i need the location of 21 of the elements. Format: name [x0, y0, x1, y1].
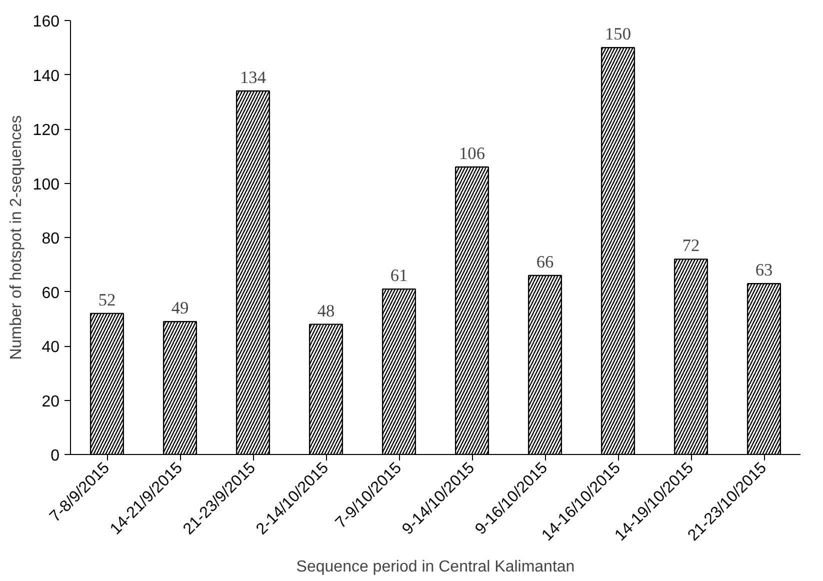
data-label: 48	[317, 301, 335, 320]
data-label: 134	[240, 68, 266, 88]
y-tick-label: 0	[50, 448, 60, 464]
data-label: 66	[536, 252, 554, 272]
y-axis-title: Number of hotspot in 2-sequences	[8, 115, 25, 360]
data-label: 52	[98, 290, 116, 310]
data-label: 63	[755, 260, 773, 280]
data-label: 49	[171, 298, 189, 318]
data-label: 72	[682, 236, 700, 256]
y-tick-label: 20	[42, 393, 60, 410]
y-tick-label: 140	[32, 68, 60, 85]
x-axis-title: Sequence period in Central Kalimantan	[296, 558, 575, 576]
y-tick-label: 160	[32, 14, 60, 30]
data-label: 61	[390, 266, 408, 286]
data-label: 150	[605, 24, 632, 44]
y-tick-label: 100	[32, 176, 60, 194]
data-label: 106	[459, 144, 486, 163]
y-tick-label: 80	[42, 230, 60, 248]
y-tick-label: 60	[42, 284, 60, 302]
y-tick-label: 40	[42, 339, 60, 356]
y-tick-label: 120	[32, 122, 60, 139]
